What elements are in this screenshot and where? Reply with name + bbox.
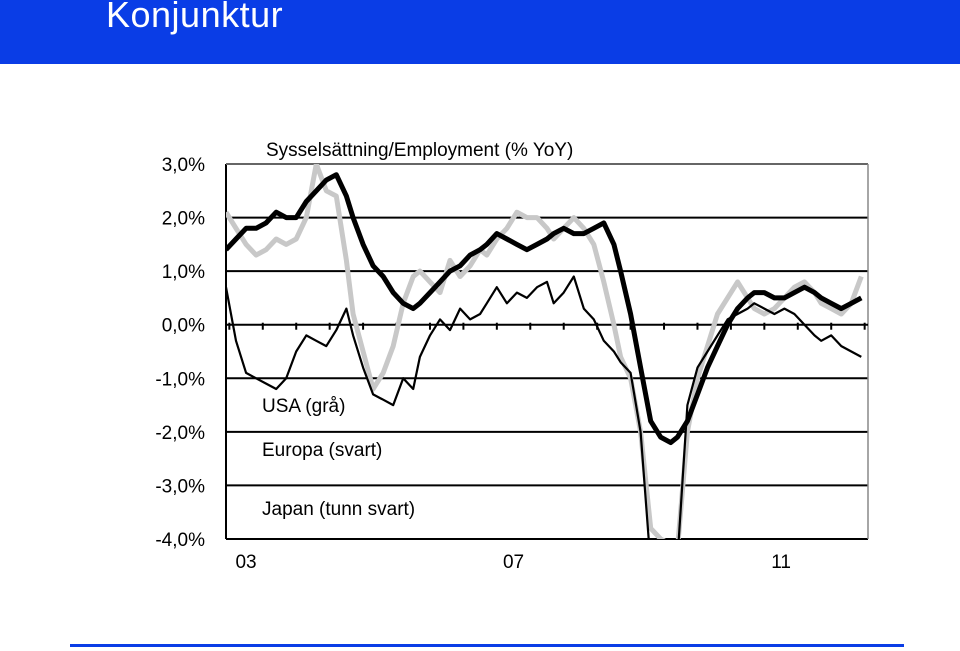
- page-title: Konjunktur: [106, 0, 284, 35]
- y-tick-label: 0,0%: [162, 316, 205, 337]
- y-tick-label: -3,0%: [155, 476, 205, 497]
- y-tick-label: -2,0%: [155, 423, 205, 444]
- y-tick-label: 1,0%: [162, 262, 205, 283]
- y-tick-label: -1,0%: [155, 369, 205, 390]
- y-tick-label: 2,0%: [162, 209, 205, 230]
- x-tick-label: 03: [235, 552, 256, 573]
- y-tick-label: -4,0%: [155, 530, 205, 551]
- x-tick-label: 11: [771, 552, 791, 573]
- japan-series-line: [226, 275, 862, 539]
- usa-series-line: [226, 164, 864, 539]
- footer-rule: [70, 644, 904, 647]
- legend-europe: Europa (svart): [262, 440, 382, 461]
- header-bar: Konjunktur: [0, 0, 960, 64]
- y-tick-label: 3,0%: [162, 155, 205, 176]
- legend-japan: Japan (tunn svart): [262, 499, 415, 520]
- chart-title: Sysselsättning/Employment (% YoY): [266, 140, 573, 161]
- europe-series-line: [226, 172, 863, 446]
- x-tick-label: 07: [503, 552, 524, 573]
- legend-usa: USA (grå): [262, 396, 345, 417]
